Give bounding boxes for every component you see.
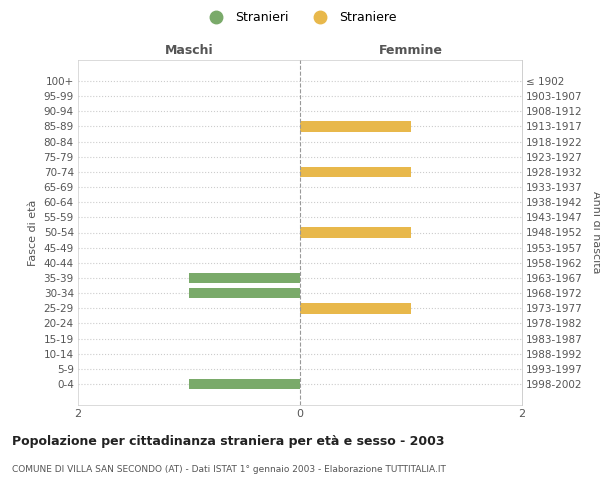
- Bar: [300, 227, 411, 238]
- Bar: [189, 288, 300, 298]
- Text: COMUNE DI VILLA SAN SECONDO (AT) - Dati ISTAT 1° gennaio 2003 - Elaborazione TUT: COMUNE DI VILLA SAN SECONDO (AT) - Dati …: [12, 465, 446, 474]
- Bar: [300, 303, 411, 314]
- Bar: [189, 272, 300, 283]
- Y-axis label: Fasce di età: Fasce di età: [28, 200, 38, 266]
- Text: Maschi: Maschi: [164, 44, 214, 58]
- Y-axis label: Anni di nascita: Anni di nascita: [591, 191, 600, 274]
- Text: Femmine: Femmine: [379, 44, 443, 58]
- Bar: [300, 166, 411, 177]
- Bar: [189, 378, 300, 390]
- Legend: Stranieri, Straniere: Stranieri, Straniere: [199, 6, 401, 29]
- Text: Popolazione per cittadinanza straniera per età e sesso - 2003: Popolazione per cittadinanza straniera p…: [12, 435, 445, 448]
- Bar: [300, 121, 411, 132]
